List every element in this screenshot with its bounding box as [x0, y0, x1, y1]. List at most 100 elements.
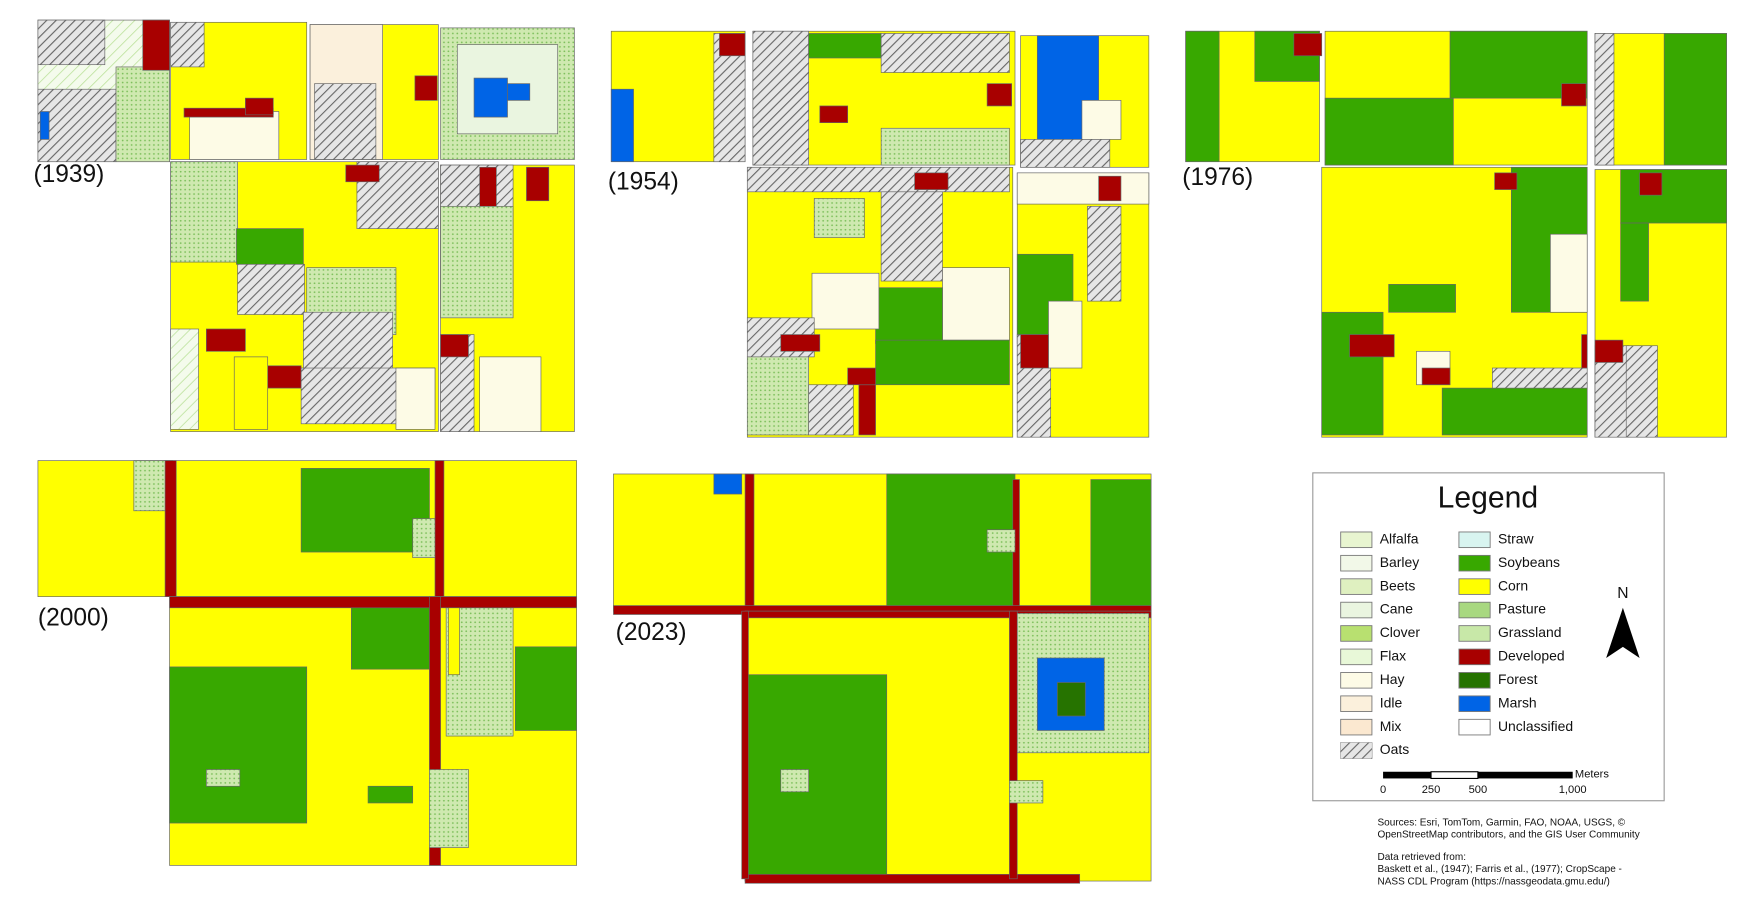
field	[1324, 97, 1454, 166]
field	[164, 460, 177, 597]
scale-segment	[1430, 771, 1479, 779]
field	[744, 874, 1081, 884]
field	[780, 334, 821, 352]
field	[1254, 30, 1320, 82]
panel-label: (1939)	[33, 161, 104, 188]
field	[1492, 367, 1588, 389]
field	[1020, 139, 1111, 168]
field	[986, 83, 1012, 107]
field	[613, 473, 1152, 612]
legend-swatch	[1458, 648, 1491, 666]
field	[434, 460, 445, 597]
scale-unit: Meters	[1575, 768, 1609, 780]
field	[514, 646, 577, 731]
field	[808, 384, 854, 436]
legend-label: Alfalfa	[1380, 530, 1419, 546]
field	[1349, 334, 1395, 358]
field	[880, 33, 1010, 73]
field	[744, 473, 755, 612]
legend-label: Corn	[1498, 577, 1528, 593]
retrieved-line: NASS CDL Program (https://nassgeodata.gm…	[1378, 876, 1610, 887]
field	[303, 311, 393, 374]
field	[429, 769, 469, 848]
field	[780, 769, 809, 793]
field	[440, 205, 514, 319]
scale-tick-label: 250	[1422, 784, 1441, 796]
field	[1620, 169, 1727, 224]
field	[1321, 311, 1384, 436]
field	[429, 596, 441, 866]
legend-label: Beets	[1380, 577, 1416, 593]
panel-label: (1976)	[1182, 164, 1253, 191]
legend-swatch	[1340, 648, 1373, 666]
legend-swatch	[1458, 625, 1491, 642]
north-arrow	[1606, 607, 1640, 658]
field	[1625, 345, 1658, 438]
field	[1594, 339, 1624, 363]
field	[245, 97, 274, 116]
field	[1090, 479, 1152, 612]
field	[819, 105, 849, 124]
legend-swatch-pattern	[1340, 742, 1372, 759]
field	[115, 66, 170, 163]
field	[169, 666, 308, 824]
legend-swatch	[1458, 554, 1491, 572]
field	[986, 529, 1016, 553]
field	[1081, 100, 1122, 140]
field	[206, 328, 246, 352]
north-label: N	[1617, 585, 1628, 602]
field	[414, 75, 438, 101]
field	[847, 367, 876, 386]
retrieved-line: Data retrieved from:	[1378, 852, 1467, 863]
field	[236, 228, 304, 265]
legend-swatch	[1458, 695, 1491, 712]
field	[1048, 300, 1083, 369]
field	[37, 88, 117, 163]
legend-swatch	[1340, 531, 1373, 549]
field	[719, 33, 746, 57]
legend-swatch	[1340, 601, 1373, 619]
field	[39, 111, 50, 140]
panel-label: (2023)	[616, 619, 687, 646]
legend-swatch	[1458, 578, 1491, 595]
legend-label: Soybeans	[1498, 554, 1560, 570]
field	[858, 384, 876, 436]
legend-swatch	[1458, 531, 1491, 549]
legend-swatch	[1340, 625, 1373, 642]
field	[1087, 205, 1122, 302]
legend-label: Cane	[1380, 601, 1414, 617]
field	[746, 356, 809, 436]
legend-label: Straw	[1498, 530, 1535, 546]
panel-label: (1954)	[608, 169, 679, 196]
legend-label: Oats	[1380, 741, 1409, 757]
scale-segment	[1477, 771, 1573, 779]
field	[746, 166, 1010, 193]
legend-swatch	[1458, 718, 1491, 736]
field	[142, 19, 170, 71]
legend-label: Idle	[1380, 694, 1403, 710]
field	[942, 267, 1010, 341]
legend-label: Clover	[1380, 624, 1421, 640]
field	[914, 172, 949, 190]
legend-label: Forest	[1498, 671, 1538, 687]
field	[1561, 83, 1587, 107]
field	[189, 111, 280, 160]
field	[206, 769, 241, 787]
field	[813, 198, 865, 238]
panel-label: (2000)	[38, 605, 109, 632]
field	[1098, 175, 1122, 202]
legend-swatch	[1340, 554, 1373, 572]
field	[741, 610, 749, 880]
field	[1388, 284, 1456, 313]
field	[880, 191, 943, 282]
field	[1550, 233, 1588, 313]
legend-label: Unclassified	[1498, 718, 1573, 734]
retrieved-line: Baskett et al., (1947); Farris et al., (…	[1378, 864, 1622, 875]
legend-swatch	[1340, 672, 1373, 689]
field	[1620, 222, 1649, 302]
field	[233, 356, 269, 430]
field	[752, 30, 809, 166]
legend-swatch	[1458, 672, 1491, 689]
